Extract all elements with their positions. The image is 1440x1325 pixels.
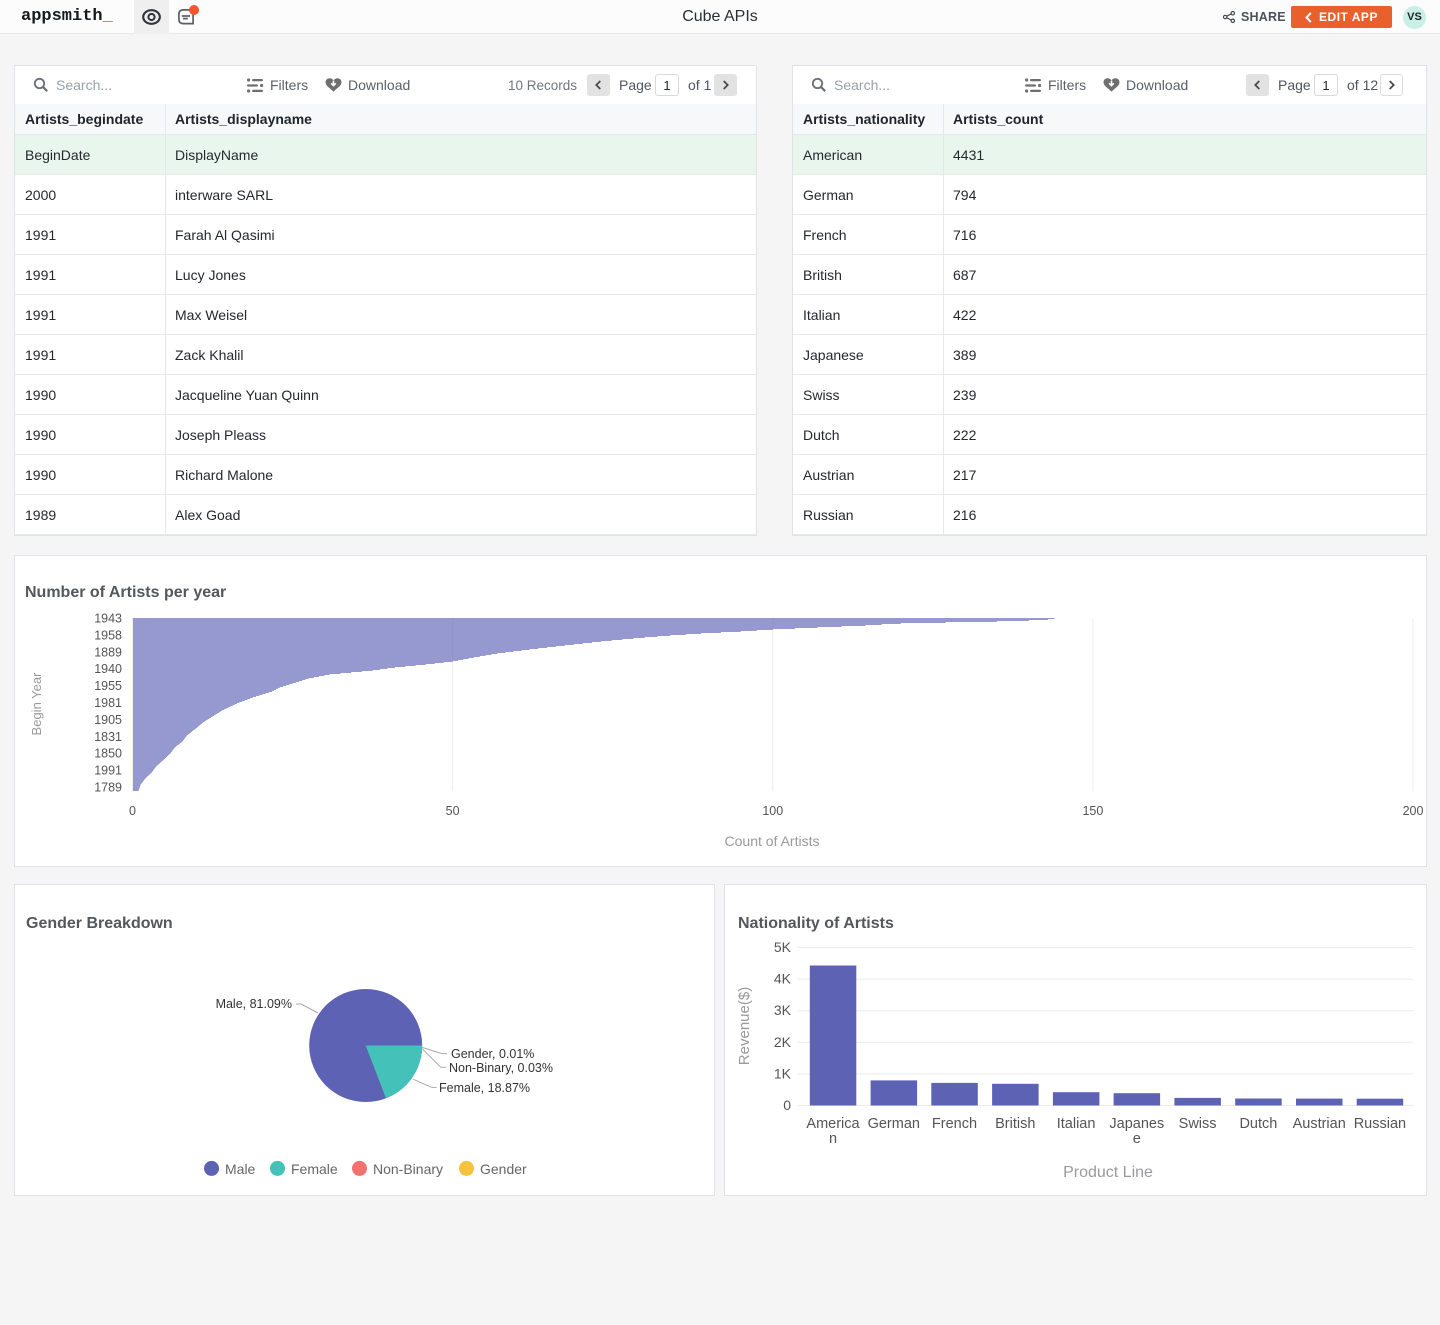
svg-text:1850: 1850 bbox=[94, 747, 122, 761]
svg-text:1905: 1905 bbox=[94, 713, 122, 727]
svg-text:1943: 1943 bbox=[94, 612, 122, 626]
svg-text:Male: Male bbox=[225, 1161, 256, 1177]
svg-text:1958: 1958 bbox=[94, 628, 122, 642]
svg-text:Male, 81.09%: Male, 81.09% bbox=[216, 997, 292, 1011]
svg-text:5K: 5K bbox=[774, 939, 792, 955]
svg-text:Japanes: Japanes bbox=[1109, 1116, 1164, 1132]
svg-text:4K: 4K bbox=[774, 971, 792, 987]
svg-text:Female: Female bbox=[291, 1161, 338, 1177]
svg-text:French: French bbox=[932, 1116, 977, 1132]
svg-text:150: 150 bbox=[1082, 804, 1103, 818]
svg-text:Gender Breakdown: Gender Breakdown bbox=[26, 915, 173, 932]
svg-text:50: 50 bbox=[446, 804, 460, 818]
svg-text:2K: 2K bbox=[774, 1034, 792, 1050]
svg-text:Female, 18.87%: Female, 18.87% bbox=[439, 1081, 530, 1095]
svg-text:Dutch: Dutch bbox=[1239, 1116, 1277, 1132]
svg-text:1889: 1889 bbox=[94, 645, 122, 659]
svg-text:1991: 1991 bbox=[94, 764, 122, 778]
svg-text:1789: 1789 bbox=[94, 781, 122, 795]
svg-text:Product Line: Product Line bbox=[1063, 1164, 1153, 1181]
svg-text:3K: 3K bbox=[774, 1002, 792, 1018]
svg-text:Non-Binary, 0.03%: Non-Binary, 0.03% bbox=[449, 1061, 553, 1075]
svg-text:German: German bbox=[868, 1116, 920, 1132]
svg-text:Non-Binary: Non-Binary bbox=[373, 1161, 443, 1177]
svg-text:Austrian: Austrian bbox=[1293, 1116, 1346, 1132]
svg-text:Revenue($): Revenue($) bbox=[736, 987, 753, 1065]
svg-text:Swiss: Swiss bbox=[1179, 1116, 1217, 1132]
svg-text:British: British bbox=[995, 1116, 1035, 1132]
svg-text:Nationality of Artists: Nationality of Artists bbox=[738, 915, 894, 932]
svg-text:1K: 1K bbox=[774, 1065, 792, 1081]
svg-text:1831: 1831 bbox=[94, 730, 122, 744]
svg-text:Number of Artists per year: Number of Artists per year bbox=[25, 584, 226, 601]
svg-text:Begin Year: Begin Year bbox=[29, 672, 44, 736]
svg-text:100: 100 bbox=[762, 804, 783, 818]
svg-text:n: n bbox=[829, 1131, 837, 1147]
svg-text:1981: 1981 bbox=[94, 696, 122, 710]
svg-text:0: 0 bbox=[783, 1097, 791, 1113]
svg-text:Gender, 0.01%: Gender, 0.01% bbox=[451, 1047, 534, 1061]
svg-text:e: e bbox=[1133, 1131, 1141, 1147]
svg-text:Count of Artists: Count of Artists bbox=[725, 833, 820, 849]
svg-text:America: America bbox=[806, 1116, 860, 1132]
svg-text:Gender: Gender bbox=[480, 1161, 527, 1177]
svg-text:0: 0 bbox=[129, 804, 136, 818]
svg-text:Italian: Italian bbox=[1057, 1116, 1096, 1132]
svg-text:1940: 1940 bbox=[94, 662, 122, 676]
svg-text:200: 200 bbox=[1403, 804, 1424, 818]
svg-text:Russian: Russian bbox=[1354, 1116, 1406, 1132]
svg-text:1955: 1955 bbox=[94, 679, 122, 693]
